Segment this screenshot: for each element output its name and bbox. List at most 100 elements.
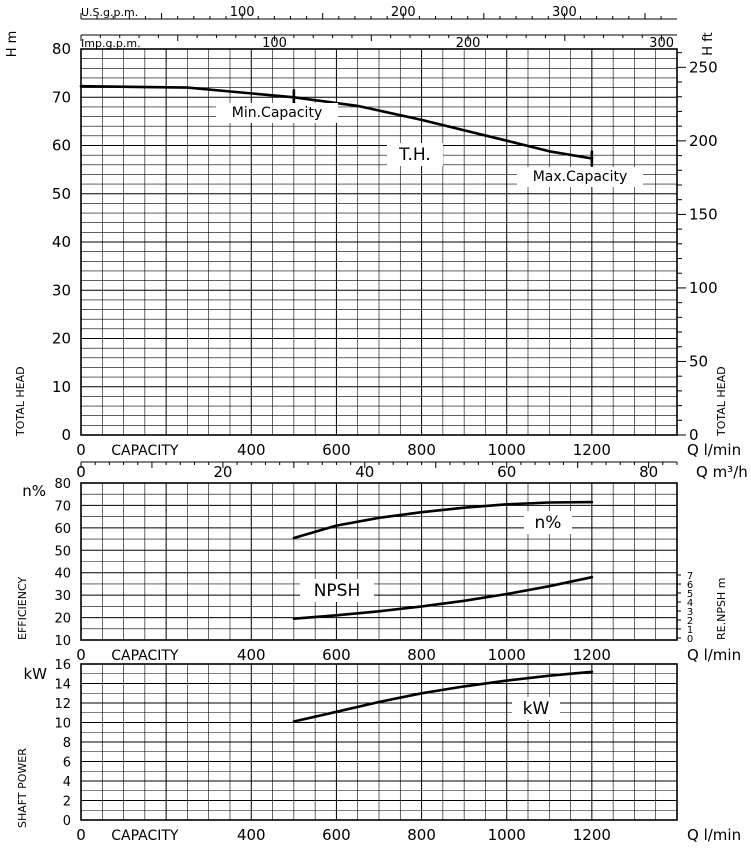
m3h-tick-label: 20 [213,463,232,481]
npsh-tick-label: 0 [687,634,693,645]
head-y-tick-label: 40 [52,233,71,251]
head-x-tick-label: 800 [407,441,436,459]
m3h-tick-label: 80 [639,463,658,481]
m3h-unit: Q m³/h [696,463,748,481]
efficiency-y-tick-label: 80 [54,477,71,492]
power-x-unit: Q l/min [687,826,741,844]
npsh-curve [292,575,594,620]
power-y-tick-label: 14 [54,678,71,693]
power-y-unit: kW [23,665,47,683]
head-ft-tick-label: 100 [689,279,718,297]
efficiency-curve [292,500,594,540]
efficiency-x-tick-label: 1200 [573,646,611,664]
head-y-tick-label: 60 [52,137,71,155]
efficiency-y-unit: n% [22,482,46,500]
power-y-axis-title: SHAFT POWER [16,748,29,828]
efficiency-x-tick-label: 400 [237,646,266,664]
efficiency-y-tick-label: 60 [54,522,71,537]
head-ft-tick-label: 200 [689,132,718,150]
head-ft-tick-label: 0 [689,426,699,444]
power-y-tick-label: 10 [54,717,71,732]
power-x-tick-label: 600 [322,826,351,844]
npsh-tick-label: 2 [687,616,693,627]
head-x-tick-label: 0 [76,441,86,459]
npsh-axis-title: RE.NPSH m [715,578,728,640]
efficiency-x-axis-title: CAPACITY [111,648,179,664]
head-ft-tick-label: 150 [689,205,718,223]
power-x-tick-label: 400 [237,826,266,844]
head-y-tick-label: 80 [52,40,71,58]
efficiency-x-tick-label: 600 [322,646,351,664]
power-x-tick-label: 0 [76,826,86,844]
efficiency-x-tick-label: 800 [407,646,436,664]
head-y-tick-label: 50 [52,185,71,203]
efficiency-plot-frame [80,482,678,641]
power-y-tick-label: 16 [54,658,71,673]
npsh-tick-label: 1 [687,625,693,636]
usgpm-tick-label: 200 [391,5,416,20]
power-x-axis-title: CAPACITY [111,828,179,844]
head-y-axis-title: TOTAL HEAD [14,366,27,437]
impgpm-tick-label: 300 [649,36,674,51]
min-capacity-label-bg [216,103,338,123]
efficiency-y-tick-label: 70 [54,499,71,514]
efficiency-y-axis-title: EFFICIENCY [16,577,29,640]
npsh-tick-label: 7 [687,571,693,582]
power-x-tick-label: 800 [407,826,436,844]
power-curve [292,670,594,723]
impgpm-tick-label: 200 [456,36,481,51]
impgpm-tick-label: 100 [262,36,287,51]
head-y-tick-label: 70 [52,88,71,106]
head-ft-unit: H ft [701,32,716,55]
npsh-curve-label: NPSH [314,581,361,601]
th-curve-label: T.H. [398,145,431,165]
npsh-curve-label-bg [300,579,374,602]
power-curve-label: kW [523,699,550,719]
head-x-unit: Q l/min [687,441,741,459]
efficiency-x-unit: Q l/min [687,646,741,664]
efficiency-y-tick-label: 10 [54,634,71,649]
head-x-tick-label: 1000 [488,441,526,459]
npsh-tick-label: 4 [687,598,693,609]
power-curve-label-bg [512,697,560,720]
min-capacity-label: Min.Capacity [232,105,322,121]
th-curve-label-bg [387,143,443,166]
max-capacity-label-bg [517,167,643,187]
npsh-tick-label: 5 [687,589,693,600]
head-x-tick-label: 600 [322,441,351,459]
head-y-tick-label: 0 [61,426,71,444]
power-y-tick-label: 12 [54,697,71,712]
usgpm-tick-label: 100 [230,5,255,20]
head-x-axis-title: CAPACITY [111,443,179,459]
usgpm-tick-label: 300 [552,5,577,20]
head-y-tick-label: 10 [52,378,71,396]
efficiency-x-tick-label: 1000 [488,646,526,664]
head-plot-frame [80,48,678,436]
npsh-tick-label: 3 [687,607,693,618]
head-y-unit: H m [5,31,20,58]
impgpm-label: Imp.g.p.m. [81,37,141,50]
efficiency-x-tick-label: 0 [76,646,86,664]
m3h-tick-label: 40 [355,463,374,481]
head-y-tick-label: 20 [52,330,71,348]
power-y-tick-label: 4 [63,775,71,790]
efficiency-y-tick-label: 50 [54,544,71,559]
usgpm-label: U.S.g.p.m. [81,6,138,19]
power-y-tick-label: 0 [63,814,71,829]
power-x-tick-label: 1200 [573,826,611,844]
power-y-tick-label: 6 [63,756,71,771]
head-ft-tick-label: 50 [689,352,708,370]
efficiency-curve-label-bg [524,511,572,534]
max-capacity-label: Max.Capacity [533,169,628,185]
head-ft-tick-label: 250 [689,58,718,76]
m3h-tick-label: 60 [497,463,516,481]
efficiency-y-tick-label: 20 [54,612,71,627]
power-y-tick-label: 8 [63,736,71,751]
head-y2-axis-title: TOTAL HEAD [715,366,728,437]
head-x-tick-label: 400 [237,441,266,459]
m3h-tick-label: 0 [76,463,86,481]
power-x-tick-label: 1000 [488,826,526,844]
head-y-tick-label: 30 [52,281,71,299]
